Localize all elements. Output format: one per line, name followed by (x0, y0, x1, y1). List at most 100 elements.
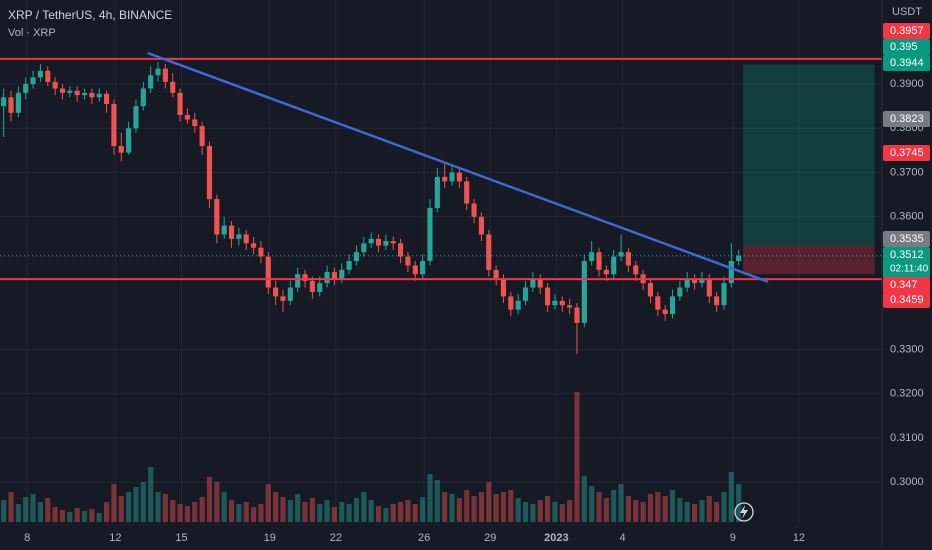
candle-body (206, 145, 213, 200)
volume-bar (280, 497, 286, 522)
volume-bar (1, 500, 7, 522)
candle-body (45, 70, 51, 82)
volume-bar (618, 484, 624, 522)
volume-bar (515, 498, 521, 522)
volume-bar (714, 502, 720, 522)
candle-body (574, 307, 580, 323)
volume-bar (684, 502, 690, 522)
candle-body (67, 90, 73, 93)
volume-bar (596, 492, 602, 522)
x-tick-label: 2023 (544, 532, 568, 544)
x-tick-label: 15 (175, 532, 187, 544)
volume-bar (111, 484, 117, 522)
candle-body (662, 309, 668, 315)
volume-bar (353, 498, 360, 522)
price-axis: 0.39000.38000.37000.36000.33000.32000.31… (24, 23, 930, 544)
volume-bar (324, 500, 330, 522)
candle-body (692, 278, 698, 284)
y-tick-label: 0.3100 (890, 432, 924, 444)
candle-body (486, 234, 492, 270)
candle-body (434, 176, 440, 208)
candle-body (618, 252, 624, 257)
volume-bar (522, 502, 529, 522)
volume-bar (118, 496, 124, 522)
volume-bar (30, 494, 36, 522)
volume-bar (500, 492, 507, 522)
candle-body (559, 300, 565, 306)
candle-body (221, 225, 227, 235)
volume-bar (398, 502, 404, 522)
candle-body (603, 269, 609, 275)
y-tick-label: 0.3000 (890, 476, 924, 488)
replay-button[interactable] (734, 502, 754, 522)
candle-body (353, 252, 360, 261)
candle-body (317, 283, 323, 292)
candle-body (30, 77, 36, 85)
volume-bar (8, 492, 14, 522)
candle-body (89, 92, 95, 98)
volume-bar (559, 504, 565, 522)
volume-bar (655, 492, 661, 522)
candle-body (522, 287, 529, 301)
candle-body (427, 207, 433, 261)
candle-body (23, 84, 29, 93)
candle-body (530, 278, 536, 288)
candle-body (273, 287, 279, 297)
volume-bar (603, 498, 609, 522)
candle-body (309, 280, 315, 292)
candle-body (478, 216, 484, 235)
volume-bar (640, 502, 646, 522)
candle-body (126, 128, 132, 153)
candle-body (581, 261, 587, 323)
candle-body (74, 90, 80, 96)
price-tag-label: 0.3512 (890, 249, 924, 261)
x-tick-label: 29 (484, 532, 496, 544)
volume-bar (45, 498, 51, 522)
volume-bar (104, 502, 110, 522)
price-tag-label: 0.3535 (890, 233, 924, 245)
volume-bar (331, 507, 337, 522)
candle-body (368, 238, 374, 244)
volume-bar (140, 482, 146, 522)
price-tag (883, 292, 930, 308)
y-tick-label: 0.3300 (890, 343, 924, 355)
volume-bar (228, 500, 235, 522)
candle-body (265, 256, 271, 288)
candle-body (375, 238, 382, 246)
volume-bar (199, 497, 205, 522)
volume-bar (81, 511, 88, 522)
candle-body (464, 181, 470, 204)
stop-loss-zone (743, 245, 875, 275)
volume-bar (309, 498, 315, 522)
volume-bar (265, 484, 271, 522)
volume-bar (287, 500, 293, 522)
price-tag (883, 231, 930, 247)
candle-body (251, 243, 257, 248)
volume-bar (537, 500, 543, 522)
candle-body (295, 274, 301, 288)
candle-body (721, 283, 727, 306)
volume-bar (243, 502, 249, 522)
volume-bar (427, 474, 433, 522)
candle-body (258, 247, 264, 257)
volume-bar (361, 492, 367, 522)
candle-body (81, 92, 88, 96)
volume-bar (67, 512, 73, 522)
volume-bar (442, 492, 448, 522)
volume-bar (74, 508, 80, 522)
y-tick-label: 0.3600 (890, 211, 924, 223)
volume-bar (177, 504, 183, 522)
volume-bar (552, 502, 558, 522)
candle-body (567, 305, 573, 308)
candle-body (736, 255, 742, 261)
candle-body (111, 103, 117, 146)
candle-body (280, 296, 286, 301)
price-tag (883, 247, 930, 278)
candle-body (133, 106, 139, 129)
volume-bar (162, 494, 168, 522)
y-tick-label: 0.3700 (890, 166, 924, 178)
volume-bar (721, 492, 727, 522)
volume-bar (295, 494, 301, 522)
